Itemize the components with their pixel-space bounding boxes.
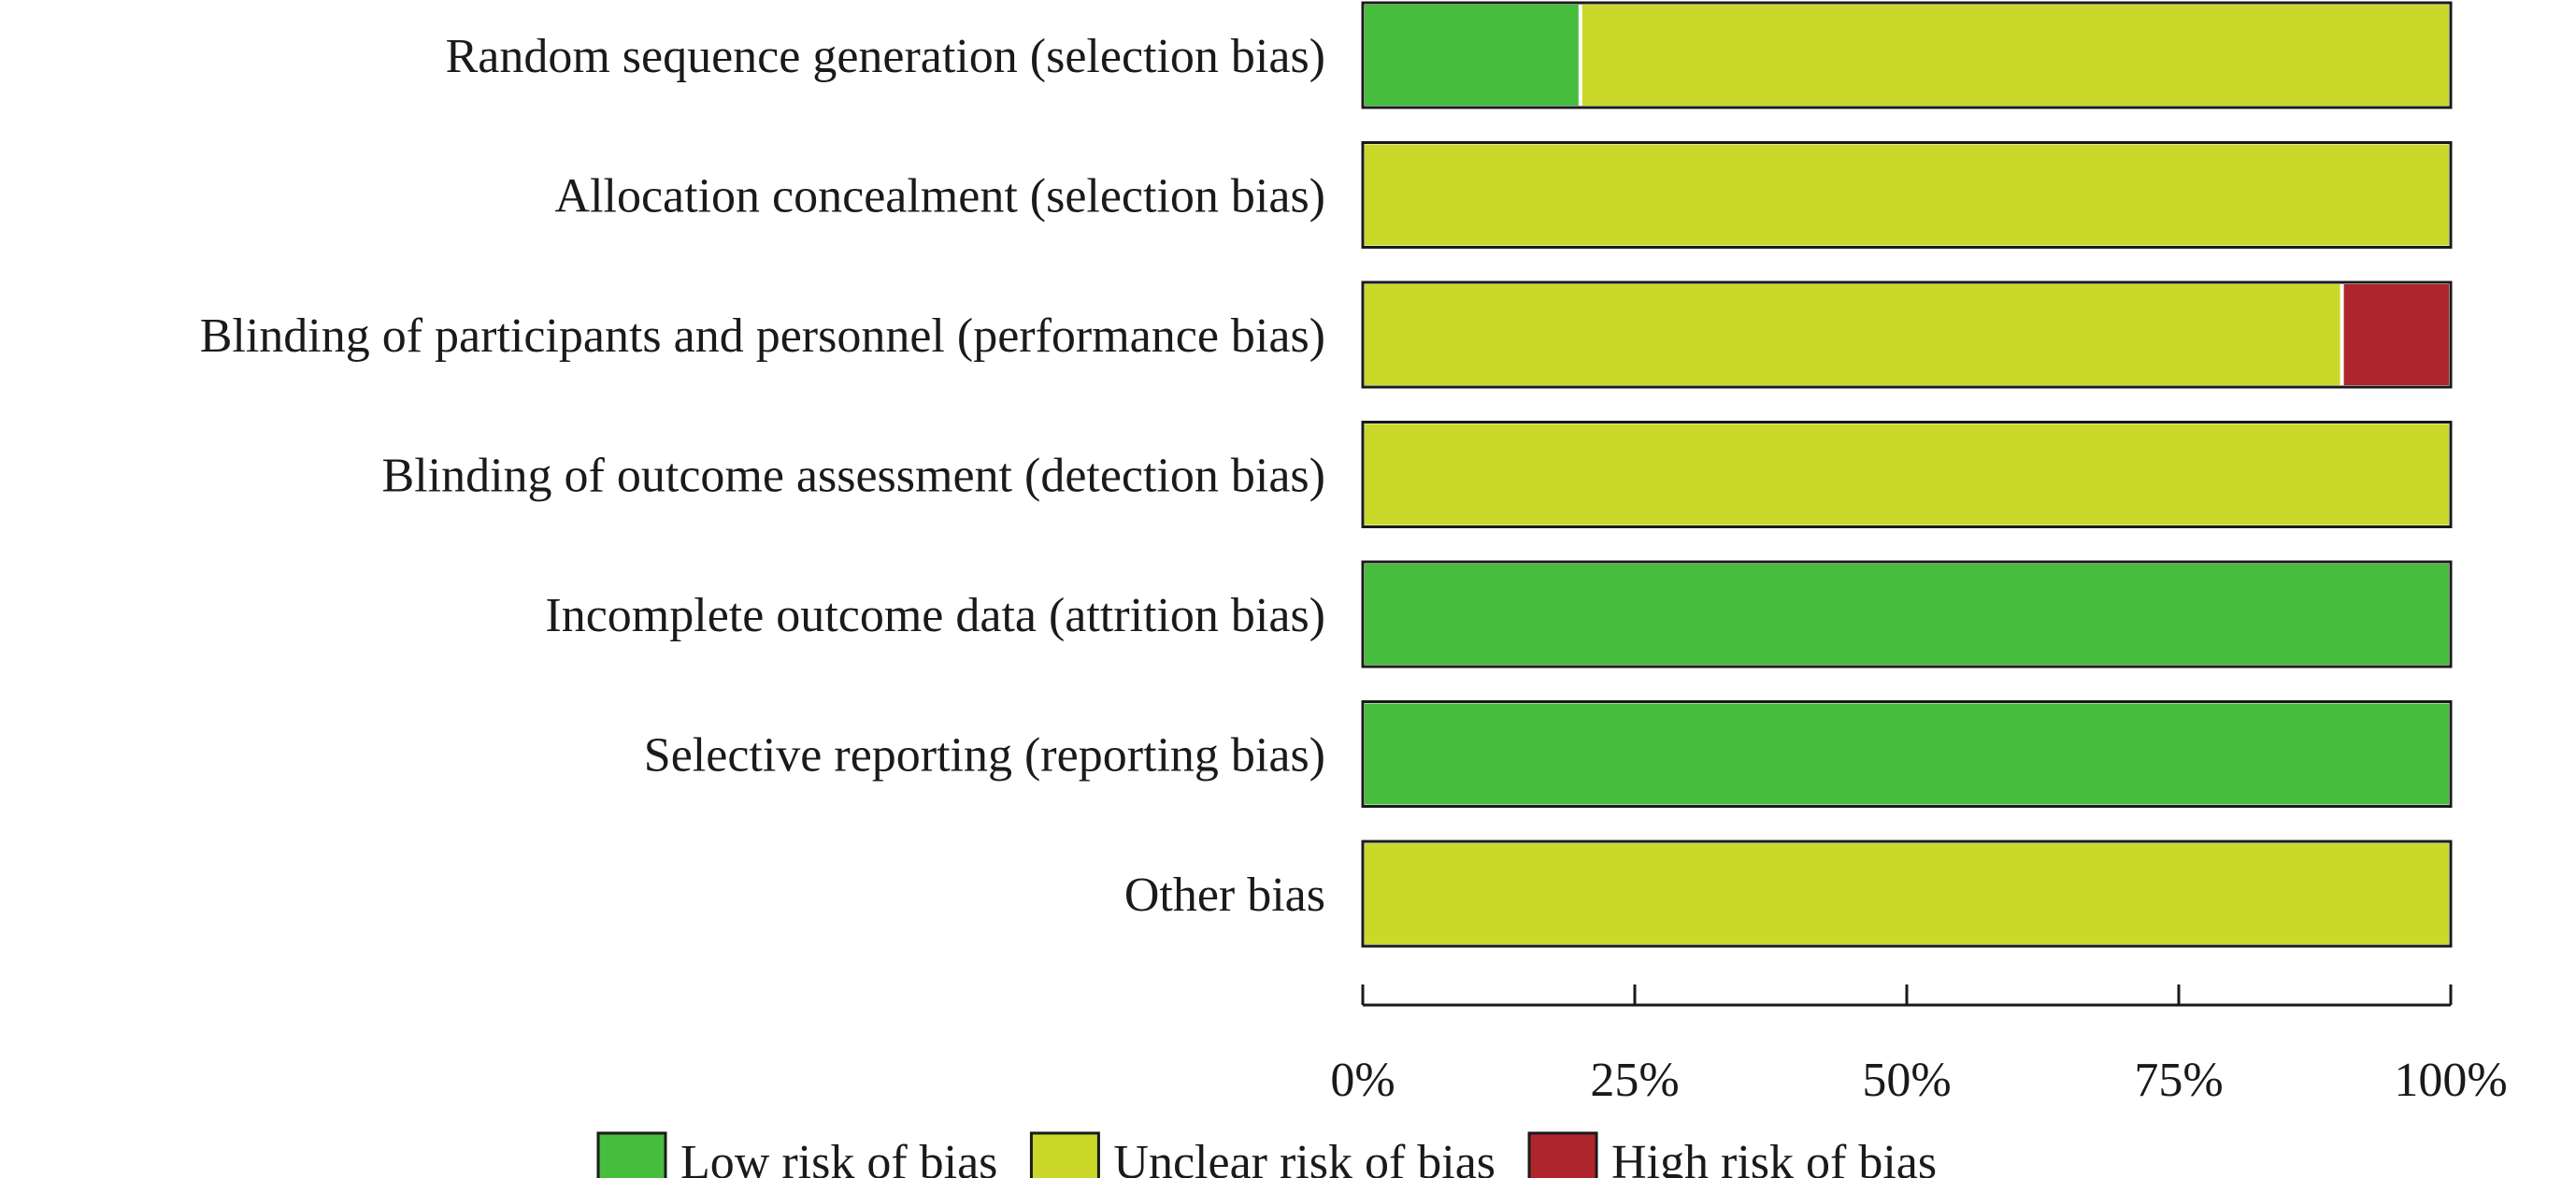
legend-swatch-2: [1029, 1131, 1100, 1178]
bar-segment-row-5-series-1: [1365, 564, 2449, 665]
bar-segment-row-6-series-1: [1365, 703, 2449, 805]
category-label-row-2: Allocation concealment (selection bias): [555, 170, 1325, 223]
plot-area: [1361, 1, 2453, 948]
bar-segment-row-2-series-2: [1365, 144, 2449, 246]
bar-outline-row-4: [1361, 421, 2453, 528]
bar-segment-row-1-series-1: [1365, 5, 1579, 106]
legend-label-3: High risk of bias: [1611, 1136, 1937, 1178]
legend-swatch-3: [1527, 1131, 1598, 1178]
legend-label-1: Low risk of bias: [680, 1136, 997, 1178]
category-label-row-5: Incomplete outcome data (attrition bias): [545, 589, 1325, 642]
legend-label-2: Unclear risk of bias: [1113, 1136, 1496, 1178]
bar-segment-row-3-series-3: [2343, 284, 2449, 385]
category-labels: Random sequence generation (selection bi…: [200, 30, 1325, 922]
bar-outline-row-6: [1361, 700, 2453, 808]
category-label-row-1: Random sequence generation (selection bi…: [446, 30, 1325, 83]
bar-segment-row-4-series-2: [1365, 424, 2449, 525]
x-tick-label-5: 100%: [2394, 1054, 2507, 1107]
legend: Low risk of bias Unclear risk of bias High…: [596, 1131, 1937, 1178]
bar-outline-row-7: [1361, 840, 2453, 948]
bar-outline-row-5: [1361, 560, 2453, 668]
bar-segment-row-7-series-2: [1365, 843, 2449, 944]
legend-swatch-1: [596, 1131, 667, 1178]
bar-segment-row-3-series-2: [1365, 284, 2340, 385]
category-label-row-6: Selective reporting (reporting bias): [644, 729, 1325, 783]
bar-outline-row-2: [1361, 141, 2453, 249]
category-label-row-3: Blinding of participants and personnel (…: [200, 309, 1325, 363]
category-label-row-4: Blinding of outcome assessment (detectio…: [382, 450, 1325, 503]
x-tick-label-3: 50%: [1862, 1054, 1951, 1107]
bar-segment-row-1-series-2: [1581, 5, 2449, 106]
x-tick-label-4: 75%: [2134, 1054, 2223, 1107]
x-tick-label-2: 25%: [1590, 1054, 1679, 1107]
bar-outline-row-1: [1361, 1, 2453, 109]
bar-outline-row-3: [1361, 280, 2453, 389]
x-axis: 0% 25% 50% 75% 100%: [1330, 984, 2508, 1107]
x-tick-label-1: 0%: [1330, 1054, 1395, 1107]
category-label-row-7: Other bias: [1124, 869, 1325, 922]
